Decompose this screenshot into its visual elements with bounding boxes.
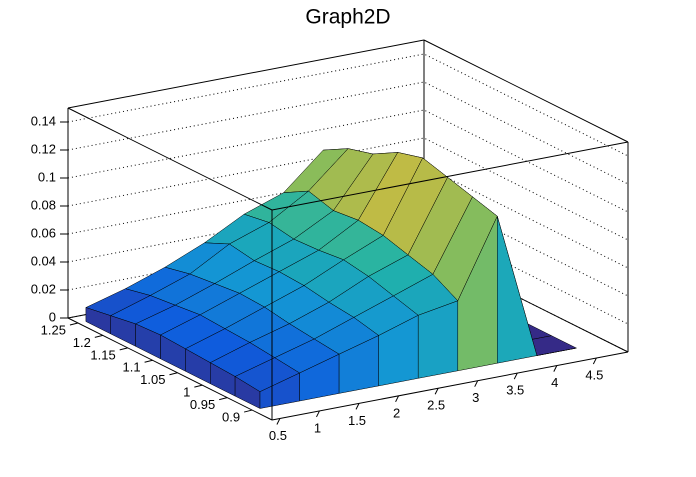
x-tick-label: 3.5 [506,383,524,398]
x-tick-label: 1.5 [348,413,366,428]
x-tick [434,388,439,395]
grid-line [67,137,629,241]
x-tick-label: 4 [551,375,558,390]
x-tick [316,410,320,418]
grid-line [67,81,629,185]
grid-line [67,109,629,213]
box-edge [67,39,425,109]
box-edge [423,39,629,143]
y-tick [243,409,253,413]
y-tick [69,322,79,326]
x-tick [355,403,360,410]
grid-line [67,53,629,157]
y-tick [94,334,103,338]
x-tick-label: 2.5 [427,398,445,413]
y-tick [144,359,153,363]
grid-line [67,193,629,297]
z-tick-label: 0 [49,309,56,324]
grid-line [67,165,629,269]
z-tick-label: 0.12 [31,141,56,156]
x-tick [592,357,597,365]
y-tick [194,384,203,388]
box-edge [271,141,629,211]
y-tick-label: 1.05 [140,372,165,387]
x-tick [553,365,558,372]
box-edge [271,351,629,421]
y-tick-label: 1.15 [90,347,115,362]
x-tick-label: 1 [314,420,321,435]
box-edge [67,317,273,421]
y-tick [119,347,128,351]
y-tick-label: 1.1 [123,360,141,375]
y-tick-label: 1 [183,385,190,400]
y-tick [219,397,228,401]
z-tick-label: 0.02 [31,281,56,296]
y-tick [169,372,178,376]
z-tick-label: 0.1 [38,169,56,184]
chart-title: Graph2D [305,6,390,29]
x-tick-label: 2 [393,405,400,420]
y-tick-label: 1.25 [41,322,66,337]
x-tick [276,418,281,425]
z-tick-label: 0.04 [31,253,56,268]
y-tick-label: 1.2 [73,335,91,350]
z-tick-label: 0.08 [31,197,56,212]
x-tick-label: 3 [472,390,479,405]
x-tick [395,395,400,403]
surface-skirt [536,347,577,356]
box-edge [67,107,273,211]
z-tick-label: 0.06 [31,225,56,240]
y-tick-label: 0.9 [222,409,240,424]
y-tick-label: 0.95 [190,397,215,412]
x-tick-label: 4.5 [585,367,603,382]
x-tick-label: 0.5 [269,428,287,443]
z-tick-label: 0.14 [31,113,56,128]
surface-skirt [497,216,538,364]
x-tick [474,380,479,387]
x-tick [513,372,518,380]
